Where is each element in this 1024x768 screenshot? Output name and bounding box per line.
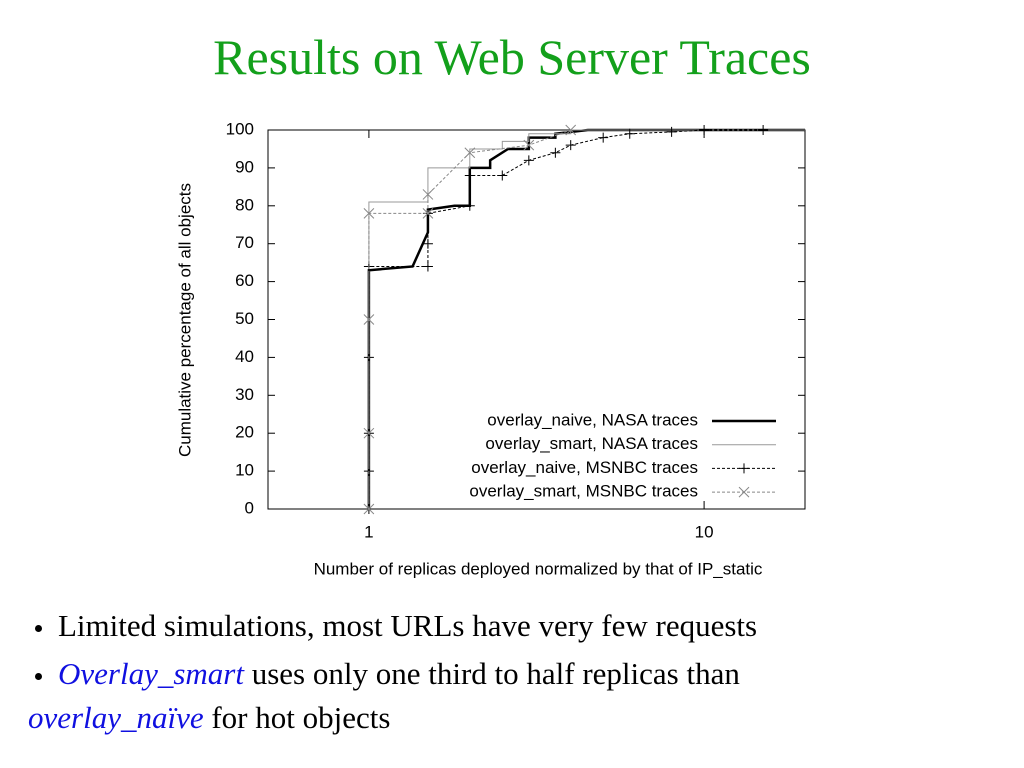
legend-label: overlay_naive, NASA traces xyxy=(487,410,698,429)
chart: Number of replicas deployed normalized b… xyxy=(175,119,806,578)
y-tick-label: 40 xyxy=(235,347,254,366)
marker xyxy=(738,486,750,498)
bullet-text: Limited simulations, most URLs have very… xyxy=(58,608,758,643)
bullet-continuation: overlay_naïve for hot objects xyxy=(28,700,390,736)
marker xyxy=(422,238,433,249)
legend-label: overlay_smart, NASA traces xyxy=(485,434,698,453)
marker xyxy=(666,126,677,137)
bullet-dot xyxy=(35,625,42,633)
x-tick-label: 1 xyxy=(364,522,373,541)
marker xyxy=(363,208,375,219)
marker xyxy=(497,170,508,181)
y-tick-label: 60 xyxy=(235,271,254,290)
legend-label: overlay_naive, MSNBC traces xyxy=(471,458,698,477)
marker xyxy=(363,427,375,439)
y-tick-label: 100 xyxy=(226,119,254,138)
x-tick-label: 10 xyxy=(695,522,714,541)
marker xyxy=(523,155,534,166)
x-axis-label: Number of replicas deployed normalized b… xyxy=(314,559,763,578)
marker xyxy=(565,140,576,151)
marker xyxy=(624,128,635,139)
bullet: Overlay_smart uses only one third to hal… xyxy=(35,656,740,692)
marker xyxy=(565,124,577,136)
marker xyxy=(739,463,749,474)
slide-title: Results on Web Server Traces xyxy=(213,29,811,85)
marker xyxy=(422,189,434,200)
y-tick-label: 90 xyxy=(235,157,254,176)
marker xyxy=(758,125,769,135)
marker xyxy=(598,132,609,143)
bullet: Limited simulations, most URLs have very… xyxy=(35,608,757,644)
y-tick-label: 10 xyxy=(235,461,254,480)
y-tick-label: 30 xyxy=(235,385,254,404)
marker xyxy=(550,147,561,158)
marker xyxy=(422,261,433,272)
legend-label: overlay_smart, MSNBC traces xyxy=(469,482,698,501)
bullet-emphasis: Overlay_smart xyxy=(58,656,244,691)
marker xyxy=(699,125,710,135)
marker xyxy=(523,139,535,151)
bullet-text: uses only one third to half replicas tha… xyxy=(251,656,740,691)
marker xyxy=(464,170,475,181)
y-tick-label: 20 xyxy=(235,423,254,442)
bullet-text: for hot objects xyxy=(211,700,391,735)
marker xyxy=(422,208,434,219)
marker xyxy=(363,503,375,515)
y-tick-label: 0 xyxy=(245,498,254,517)
y-tick-label: 70 xyxy=(235,233,254,252)
y-axis-label: Cumulative percentage of all objects xyxy=(175,183,194,457)
y-tick-label: 50 xyxy=(235,309,254,328)
bullet-dot xyxy=(35,673,42,681)
bullet-emphasis: overlay_naïve xyxy=(28,700,204,735)
marker xyxy=(464,147,476,159)
marker xyxy=(464,200,475,211)
marker xyxy=(363,314,375,325)
y-tick-label: 80 xyxy=(235,195,254,214)
series-line xyxy=(368,129,571,509)
series-line xyxy=(367,128,805,509)
